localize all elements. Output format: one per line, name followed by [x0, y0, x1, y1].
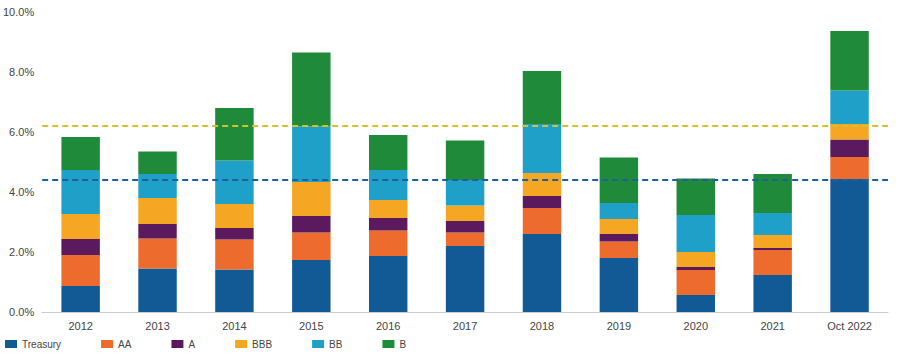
- svg-text:2017: 2017: [453, 320, 477, 332]
- svg-text:2016: 2016: [376, 320, 400, 332]
- svg-text:Treasury: Treasury: [22, 339, 61, 350]
- svg-text:4.0%: 4.0%: [9, 186, 34, 198]
- svg-text:2.0%: 2.0%: [9, 246, 34, 258]
- svg-text:2012: 2012: [68, 320, 92, 332]
- svg-text:Oct 2022: Oct 2022: [827, 320, 872, 332]
- svg-text:2020: 2020: [684, 320, 708, 332]
- svg-text:10.0%: 10.0%: [3, 6, 34, 18]
- svg-text:B: B: [399, 339, 406, 350]
- svg-text:AA: AA: [118, 339, 132, 350]
- svg-text:2014: 2014: [222, 320, 246, 332]
- svg-text:8.0%: 8.0%: [9, 66, 34, 78]
- svg-text:2013: 2013: [145, 320, 169, 332]
- svg-text:2019: 2019: [607, 320, 631, 332]
- svg-text:6.0%: 6.0%: [9, 126, 34, 138]
- svg-text:0.0%: 0.0%: [9, 306, 34, 318]
- svg-text:BB: BB: [329, 339, 343, 350]
- svg-text:BBB: BBB: [252, 339, 272, 350]
- svg-text:A: A: [188, 339, 195, 350]
- svg-text:2018: 2018: [530, 320, 554, 332]
- svg-text:2021: 2021: [760, 320, 784, 332]
- svg-text:2015: 2015: [299, 320, 323, 332]
